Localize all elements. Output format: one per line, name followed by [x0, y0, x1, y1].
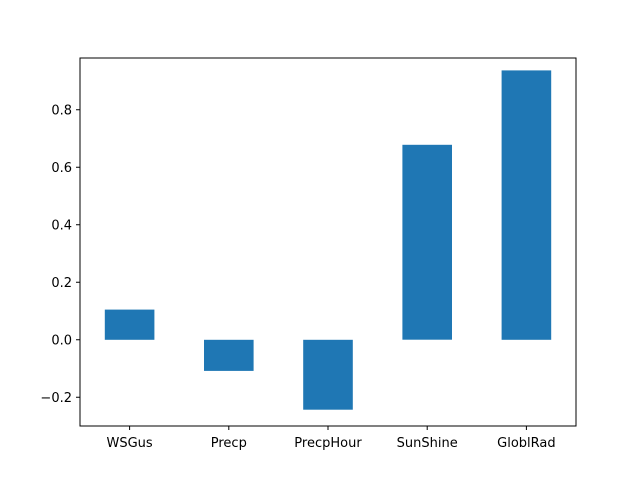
x-tick-label-wsgus: WSGus: [106, 436, 152, 451]
x-axis: WSGus Precp PrecpHour SunShine GloblRad: [106, 426, 556, 451]
bar-sunshine: [402, 144, 452, 340]
x-tick-label-globlrad: GloblRad: [497, 436, 555, 451]
x-tick-label-precphour: PrecpHour: [294, 436, 362, 451]
bars-group: [104, 70, 552, 410]
y-tick-label: 0.6: [51, 161, 72, 176]
x-tick-label-precp: Precp: [211, 436, 247, 451]
x-tick-label-sunshine: SunShine: [397, 436, 458, 451]
y-tick-label: 0.4: [51, 218, 72, 233]
y-tick-label: −0.2: [40, 391, 72, 406]
y-tick-label: 0.8: [51, 103, 72, 118]
bar-wsgus: [104, 309, 155, 340]
y-tick-label: 0.2: [51, 276, 72, 291]
bar-precp: [204, 339, 254, 371]
y-tick-label: 0.0: [51, 333, 72, 348]
plot-frame: [79, 57, 577, 427]
bar-precphour: [303, 339, 353, 410]
y-axis: −0.2 0.0 0.2 0.4 0.6 0.8: [40, 103, 80, 406]
bar-globlrad: [501, 70, 552, 340]
